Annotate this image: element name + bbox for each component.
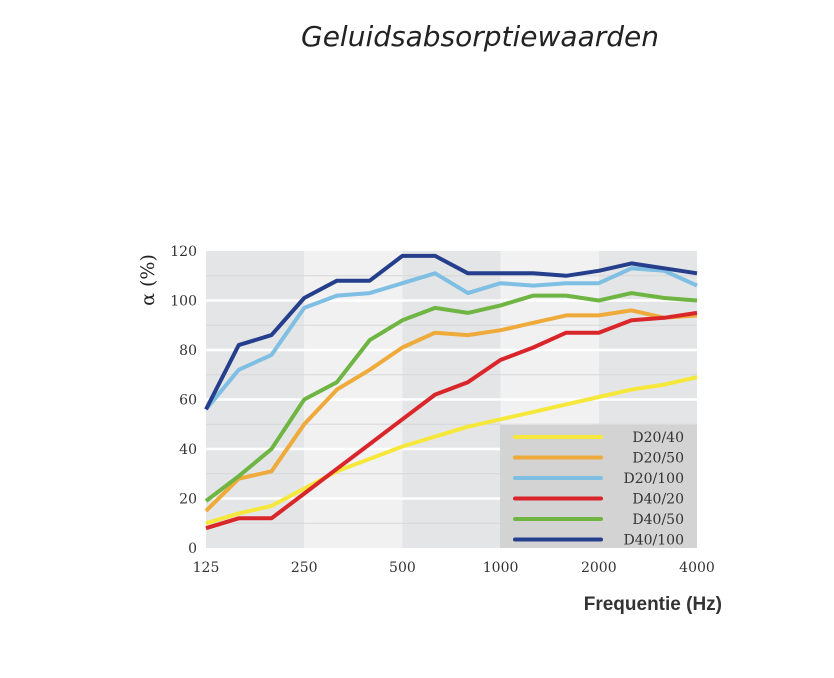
y-tick-label: 100 [170, 294, 197, 310]
legend-label: D20/40 [632, 430, 684, 446]
y-tick-label: 0 [188, 541, 197, 557]
y-tick-label: 80 [179, 343, 197, 359]
legend-label: D40/20 [632, 492, 684, 508]
x-tick-label: 125 [193, 560, 220, 576]
x-tick-label: 2000 [581, 560, 617, 576]
y-tick-label: 40 [179, 442, 197, 458]
legend [500, 425, 697, 548]
x-tick-label: 4000 [679, 560, 715, 576]
series-line-D40-100 [204, 253, 698, 411]
legend-label: D40/50 [632, 512, 684, 528]
chart-title: Geluidsabsorptiewaarden [301, 20, 659, 53]
legend-label: D20/50 [632, 451, 684, 467]
series-line-D20-100 [204, 266, 698, 411]
x-tick-label: 500 [389, 560, 416, 576]
series-line-D40-50 [204, 291, 698, 503]
series-line-D40-20 [205, 310, 698, 531]
y-tick-label: 120 [170, 244, 197, 260]
x-tick-label: 1000 [483, 560, 519, 576]
legend-label: D20/100 [624, 471, 684, 487]
x-axis-label: Frequentie (Hz) [584, 594, 722, 615]
y-axis-label: α (%) [137, 254, 159, 306]
legend-label: D40/100 [624, 533, 684, 549]
y-tick-label: 20 [179, 492, 197, 508]
y-tick-label: 60 [179, 393, 197, 409]
series-line-D20-40 [205, 375, 698, 526]
series-line-D20-50 [204, 308, 698, 513]
x-tick-label: 250 [291, 560, 318, 576]
